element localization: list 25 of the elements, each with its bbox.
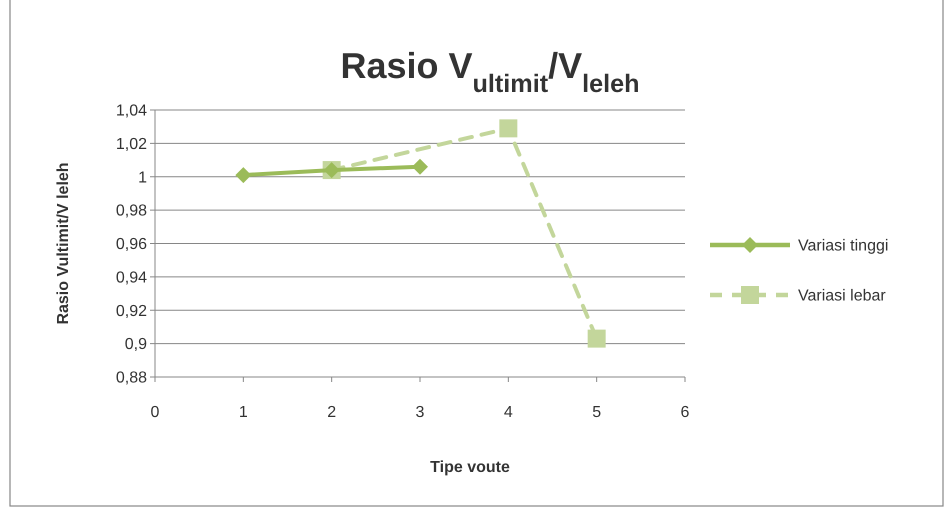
y-tick-label: 1,04 [116,102,148,120]
x-tick-label: 6 [680,404,690,421]
point [235,167,252,184]
y-tick-label: 0,9 [124,336,148,354]
y-tick-label: 0,94 [116,269,148,286]
x-tick-label: 0 [150,404,160,421]
y-tick-label: 1 [138,169,148,186]
x-tick-label: 3 [416,404,425,421]
x-tick-label: 5 [592,404,602,421]
legend-label: Variasi lebar [798,288,886,305]
y-axis-title: Rasio Vultimit/V leleh [55,162,72,325]
y-tick-label: 0,92 [116,302,148,320]
y-tick-label: 0,96 [116,236,148,254]
y-tick-label: 0,88 [116,370,148,387]
point [499,119,518,138]
legend-label: Variasi tinggi [798,238,888,255]
point [588,330,606,348]
x-axis-title: Tipe voute [430,459,510,476]
x-tick-label: 4 [504,404,513,421]
point [412,158,428,175]
x-tick-label: 1 [238,404,248,421]
y-tick-label: 1,02 [116,136,148,153]
y-tick-label: 0,98 [116,202,148,220]
x-tick-label: 2 [327,404,336,421]
chart-title: Rasio V$_{ultimit}$/V$_{leleh}$ [340,45,640,98]
